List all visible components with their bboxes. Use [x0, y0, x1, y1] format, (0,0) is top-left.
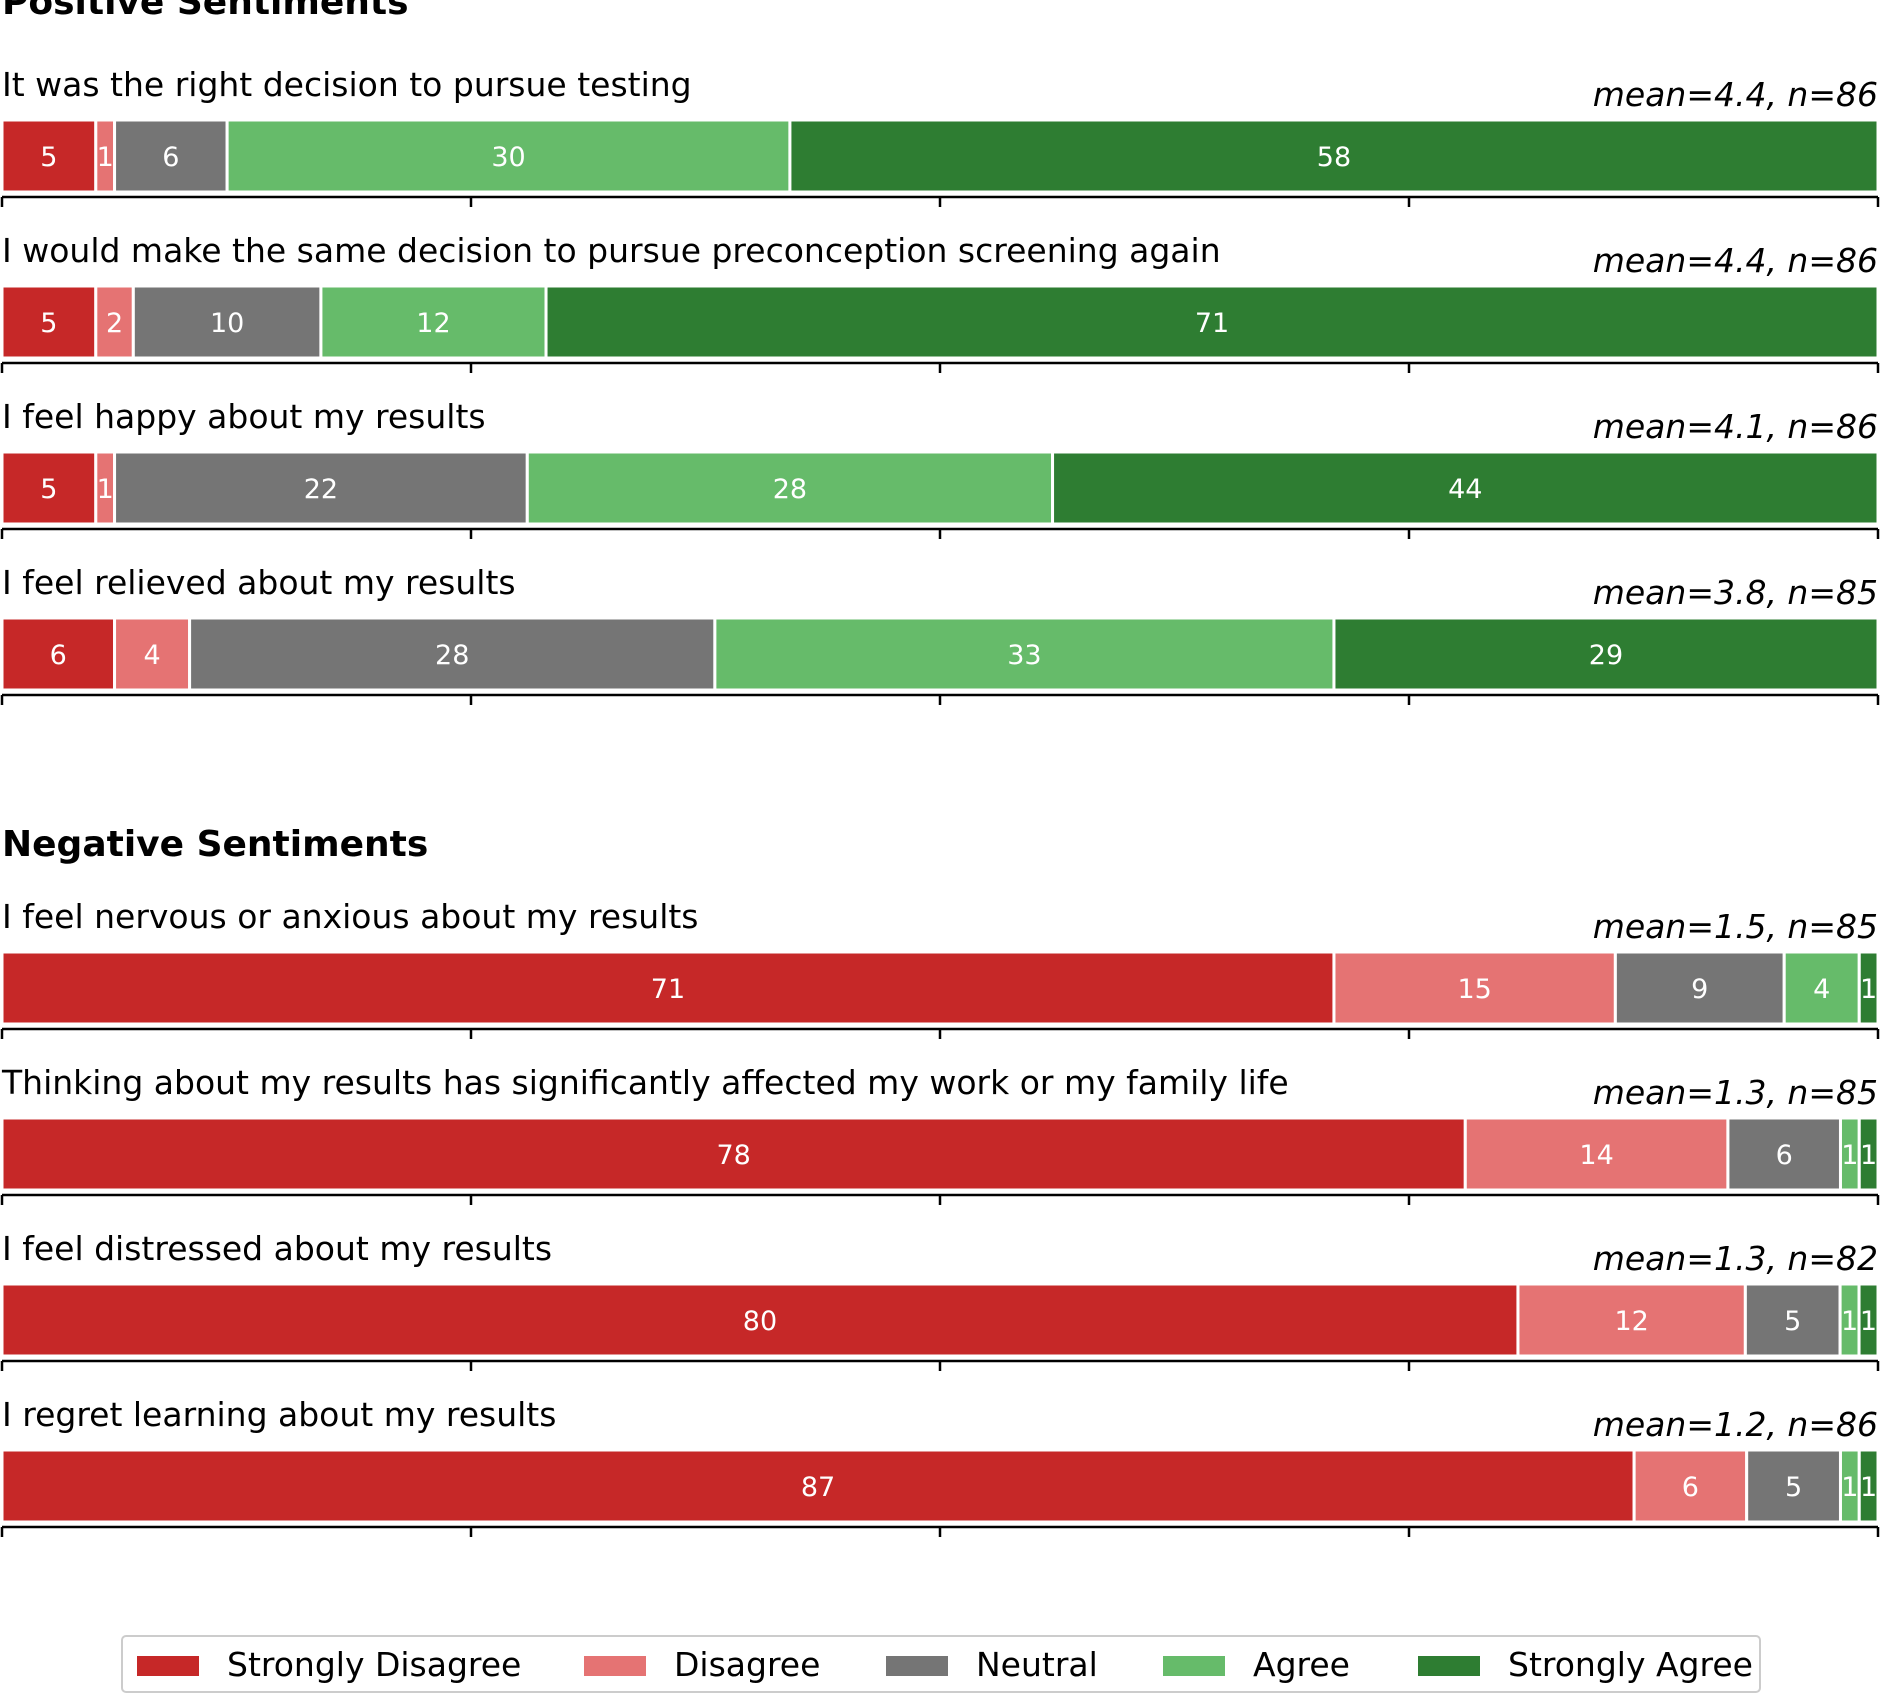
- bar-segment-neutral: [131, 284, 323, 360]
- data-label: 5: [1784, 1306, 1801, 1337]
- data-label: 29: [1589, 640, 1623, 671]
- question-label: I regret learning about my results: [2, 1395, 556, 1434]
- bar-segment-disagree: [1516, 1282, 1747, 1358]
- data-label: 28: [435, 640, 469, 671]
- bar-segment-neutral: [1745, 1448, 1842, 1524]
- bar-segment-agree: [713, 616, 1336, 692]
- data-label: 6: [50, 640, 67, 671]
- question-label: I feel relieved about my results: [2, 563, 516, 602]
- section-title: Positive Sentiments: [2, 0, 409, 23]
- mean-label: mean=1.5, n=85: [1593, 907, 1878, 946]
- bar-segment-strongly-agree: [1857, 950, 1880, 1026]
- legend-swatch-disagree: [584, 1656, 646, 1676]
- data-label: 12: [416, 308, 450, 339]
- legend-swatch-agree: [1163, 1656, 1225, 1676]
- data-label: 5: [40, 474, 57, 505]
- question-label: I feel distressed about my results: [2, 1229, 552, 1268]
- bar-segment-disagree: [1632, 1448, 1749, 1524]
- bar-segment-strongly-disagree: [0, 1282, 1520, 1358]
- data-label: 71: [651, 974, 685, 1005]
- data-label: 4: [143, 640, 160, 671]
- section-title: Negative Sentiments: [2, 824, 428, 865]
- data-label: 44: [1448, 474, 1482, 505]
- bar-segment-neutral: [188, 616, 717, 692]
- question-label: I feel happy about my results: [2, 397, 486, 436]
- data-label: 1: [1841, 1306, 1858, 1337]
- mean-label: mean=1.2, n=86: [1593, 1405, 1878, 1444]
- bar-segment-strongly-agree: [1857, 1448, 1880, 1524]
- bar-segment-strongly-disagree: [0, 950, 1336, 1026]
- data-label: 15: [1457, 974, 1491, 1005]
- bar-segment-agree: [525, 450, 1055, 526]
- data-label: 1: [97, 474, 114, 505]
- data-label: 6: [1776, 1140, 1793, 1171]
- question-label: I would make the same decision to pursue…: [2, 231, 1221, 270]
- bar-segment-disagree: [1332, 950, 1617, 1026]
- legend-label: Strongly Disagree: [227, 1645, 521, 1684]
- data-label: 10: [210, 308, 244, 339]
- bar-segment-disagree: [94, 284, 135, 360]
- data-label: 14: [1579, 1140, 1613, 1171]
- legend-swatch-neutral: [886, 1656, 948, 1676]
- bar-segment-strongly-agree: [1051, 450, 1880, 526]
- data-label: 1: [1860, 1140, 1877, 1171]
- mean-label: mean=4.4, n=86: [1593, 75, 1878, 114]
- bar-segment-strongly-disagree: [0, 118, 98, 194]
- bar-segment-strongly-agree: [544, 284, 1880, 360]
- question-label: I feel nervous or anxious about my resul…: [2, 897, 699, 936]
- bar-segment-strongly-agree: [1332, 616, 1880, 692]
- data-label: 4: [1813, 974, 1830, 1005]
- question-label: Thinking about my results has significan…: [1, 1063, 1289, 1102]
- data-label: 58: [1317, 142, 1351, 173]
- mean-label: mean=1.3, n=82: [1593, 1239, 1878, 1278]
- data-label: 22: [304, 474, 338, 505]
- mean-label: mean=4.4, n=86: [1593, 241, 1878, 280]
- data-label: 1: [97, 142, 114, 173]
- mean-label: mean=3.8, n=85: [1593, 573, 1878, 612]
- bar-segment-strongly-disagree: [0, 284, 98, 360]
- legend-swatch-strongly-agree: [1418, 1656, 1480, 1676]
- bar-segment-neutral: [1726, 1116, 1842, 1192]
- bar-segment-neutral: [113, 118, 229, 194]
- data-label: 28: [773, 474, 807, 505]
- data-label: 1: [1860, 974, 1877, 1005]
- data-label: 87: [801, 1472, 835, 1503]
- bar-segment-neutral: [1743, 1282, 1842, 1358]
- data-label: 6: [1682, 1472, 1699, 1503]
- bar-segment-agree: [225, 118, 792, 194]
- data-label: 1: [1841, 1140, 1858, 1171]
- legend-swatch-strongly-disagree: [137, 1656, 199, 1676]
- data-label: 2: [106, 308, 123, 339]
- bar-segment-strongly-agree: [788, 118, 1880, 194]
- data-label: 12: [1614, 1306, 1648, 1337]
- mean-label: mean=1.3, n=85: [1593, 1073, 1878, 1112]
- bar-segment-strongly-agree: [1857, 1282, 1880, 1358]
- data-label: 6: [162, 142, 179, 173]
- data-label: 30: [491, 142, 525, 173]
- data-label: 5: [40, 308, 57, 339]
- data-label: 80: [743, 1306, 777, 1337]
- bar-segment-strongly-disagree: [0, 1448, 1636, 1524]
- data-label: 1: [1860, 1306, 1877, 1337]
- question-label: It was the right decision to pursue test…: [2, 65, 692, 104]
- legend-label: Agree: [1253, 1645, 1350, 1684]
- bar-segment-agree: [1782, 950, 1861, 1026]
- bar-segment-strongly-disagree: [0, 616, 117, 692]
- bar-segment-neutral: [1613, 950, 1786, 1026]
- data-label: 33: [1007, 640, 1041, 671]
- data-label: 5: [1785, 1472, 1802, 1503]
- legend-label: Neutral: [976, 1645, 1098, 1684]
- legend-label: Disagree: [674, 1645, 820, 1684]
- data-label: 71: [1195, 308, 1229, 339]
- data-label: 1: [1860, 1472, 1877, 1503]
- mean-label: mean=4.1, n=86: [1593, 407, 1878, 446]
- legend-label: Strongly Agree: [1508, 1645, 1753, 1684]
- bar-segment-strongly-agree: [1857, 1116, 1880, 1192]
- data-label: 5: [40, 142, 57, 173]
- data-label: 78: [716, 1140, 750, 1171]
- data-label: 9: [1691, 974, 1708, 1005]
- data-label: 1: [1841, 1472, 1858, 1503]
